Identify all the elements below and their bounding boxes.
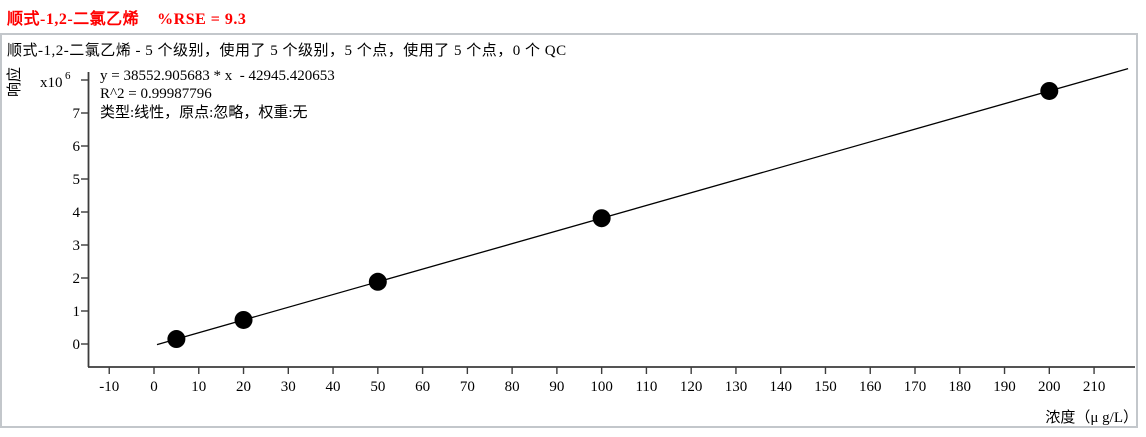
calibration-point[interactable] [167, 330, 186, 349]
y-tick-label: 5 [73, 172, 81, 188]
calibration-summary: 顺式-1,2-二氯乙烯 - 5 个级别，使用了 5 个级别，5 个点，使用了 5… [7, 43, 567, 59]
x-tick-label: 60 [415, 379, 430, 395]
x-tick-label: 190 [993, 379, 1016, 395]
x-tick-label: 40 [326, 379, 341, 395]
y-axis-title: 响应 [5, 67, 23, 97]
y-axis-scale-exponent: 6 [65, 70, 71, 82]
fit-equation: y = 38552.905683 * x - 42945.420653 [100, 68, 335, 84]
x-tick-label: 170 [904, 379, 927, 395]
x-tick-label: 30 [281, 379, 296, 395]
calibration-point[interactable] [234, 310, 253, 329]
x-tick-label: 150 [814, 379, 837, 395]
y-tick-label: 2 [73, 271, 81, 287]
x-tick-label: 210 [1083, 379, 1106, 395]
y-tick-label: 6 [73, 139, 81, 155]
y-tick-label: 3 [73, 238, 81, 254]
calibration-point[interactable] [368, 272, 387, 291]
x-tick-label: 140 [769, 379, 792, 395]
x-tick-label: 0 [150, 379, 158, 395]
x-tick-label: 10 [191, 379, 206, 395]
x-tick-label: 20 [236, 379, 251, 395]
y-axis-scale-label: x10 [40, 75, 63, 91]
calibration-fit-line [156, 67, 1129, 346]
x-tick-label: 100 [590, 379, 613, 395]
x-tick-label: -10 [99, 379, 119, 395]
x-tick-label: 200 [1038, 379, 1061, 395]
y-tick-label: 0 [73, 337, 81, 353]
x-tick-label: 120 [680, 379, 703, 395]
x-axis-title: 浓度（μ g/L） [1045, 409, 1138, 426]
calibration-fit [156, 67, 1129, 346]
x-tick-label: 130 [725, 379, 748, 395]
fit-model-settings: 类型:线性，原点:忽略，权重:无 [100, 104, 308, 121]
calibration-point[interactable] [592, 209, 611, 228]
calibration-points [167, 81, 1059, 349]
calibration-panel [0, 33, 1138, 428]
compound-title: 顺式-1,2-二氯乙烯 %RSE = 9.3 [7, 11, 247, 28]
x-tick-label: 70 [460, 379, 475, 395]
fit-r-squared: R^2 = 0.99987796 [100, 86, 212, 102]
x-tick-label: 180 [949, 379, 972, 395]
y-tick-label: 7 [73, 106, 81, 122]
x-tick-label: 50 [370, 379, 385, 395]
calibration-point[interactable] [1040, 81, 1059, 100]
y-tick-label: 4 [73, 205, 81, 221]
x-tick-label: 160 [859, 379, 882, 395]
x-tick-label: 80 [505, 379, 520, 395]
y-axis-ticks: 0 1 2 3 4 5 6 7 [73, 79, 88, 353]
x-tick-label: 90 [549, 379, 564, 395]
x-tick-label: 110 [635, 379, 657, 395]
y-tick-label: 1 [73, 304, 81, 320]
x-axis-ticks: -10 0 10 20 30 40 50 60 70 80 90 100 110 120 130 140 150… [99, 367, 1105, 395]
